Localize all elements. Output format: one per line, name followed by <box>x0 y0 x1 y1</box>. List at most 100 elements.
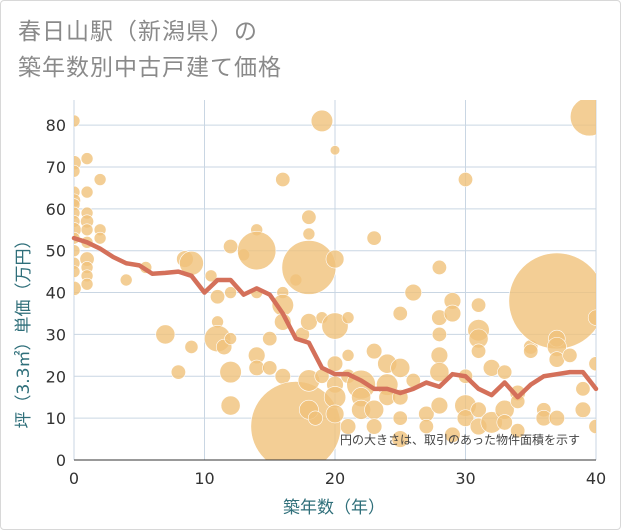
bubble-point-142 <box>588 419 596 435</box>
bubble-point-18 <box>80 223 94 237</box>
bubble-point-51 <box>262 360 278 376</box>
x-axis-label: 築年数（年） <box>283 498 385 518</box>
bubble-point-99 <box>418 419 434 435</box>
bubble-point-112 <box>456 409 475 427</box>
bubble-series <box>74 100 596 460</box>
y-tick-label-0: 0 <box>56 451 66 470</box>
bubble-point-49 <box>248 359 265 377</box>
bubble-point-108 <box>444 426 461 443</box>
bubble-point-70 <box>329 145 341 156</box>
bubble-point-80 <box>339 418 357 435</box>
bubble-point-63 <box>300 313 318 331</box>
bubble-point-138 <box>574 401 592 418</box>
bubble-point-91 <box>392 305 408 321</box>
bubble-point-128 <box>523 343 539 359</box>
bubble-point-96 <box>404 283 422 302</box>
y-tick-label-30: 30 <box>46 325 66 344</box>
x-tick-label-0: 0 <box>69 469 79 488</box>
bubble-point-15 <box>80 185 94 199</box>
bubble-point-29 <box>155 324 176 345</box>
bubble-point-102 <box>431 326 447 342</box>
bubble-point-136 <box>562 347 578 363</box>
y-axis-label: 坪（3.3㎡）単価（万円） <box>14 231 34 428</box>
bubble-point-52 <box>275 172 291 188</box>
bubble-point-56 <box>274 368 291 385</box>
bubble-point-66 <box>307 410 323 426</box>
bubble-point-85 <box>366 343 383 360</box>
bubble-point-116 <box>471 343 487 359</box>
bubble-point-35 <box>210 289 226 305</box>
bubble-point-77 <box>341 311 355 324</box>
bubble-point-62 <box>281 240 337 295</box>
bubble-point-27 <box>119 273 133 287</box>
bubble-point-67 <box>310 109 334 133</box>
trend-series <box>71 235 599 400</box>
bubble-point-140 <box>587 309 596 326</box>
bubble-point-78 <box>341 349 355 362</box>
bubble-point-109 <box>457 172 473 188</box>
bubble-point-87 <box>366 418 383 435</box>
bubble-point-41 <box>224 332 237 345</box>
bubble-point-46 <box>237 231 277 271</box>
y-tick-label-10: 10 <box>46 409 66 428</box>
bubble-point-33 <box>184 340 199 354</box>
bubble-point-72 <box>321 312 349 340</box>
bubble-point-121 <box>497 364 513 380</box>
y-tick-label-50: 50 <box>46 242 66 261</box>
bubble-size-note: 円の大きさは、取引のあった物件面積を示す <box>340 432 580 447</box>
bubble-point-113 <box>471 297 487 313</box>
bubble-point-117 <box>470 401 487 418</box>
bubble-point-0 <box>74 114 81 128</box>
y-tick-label-40: 40 <box>46 284 66 303</box>
bubble-point-42 <box>219 360 242 384</box>
bubble-point-135 <box>548 410 565 427</box>
bubble-point-139 <box>569 100 596 137</box>
bubble-point-76 <box>325 404 345 424</box>
x-tick-label-20: 20 <box>325 469 345 488</box>
bubble-point-134 <box>548 351 565 368</box>
axes: 0 10 20 30 40 0 10 20 30 40 50 60 70 80 <box>46 116 607 488</box>
bubble-point-95 <box>391 430 409 448</box>
bubble-point-24 <box>93 173 107 186</box>
bubble-point-92 <box>390 358 411 378</box>
y-tick-label-60: 60 <box>46 200 66 219</box>
y-tick-label-80: 80 <box>46 116 66 135</box>
bubble-point-126 <box>510 423 526 439</box>
bubble-point-14 <box>80 152 94 165</box>
bubble-point-12 <box>74 265 81 278</box>
bubble-point-123 <box>496 414 513 431</box>
bubble-point-26 <box>93 231 107 245</box>
bubble-point-137 <box>575 381 591 397</box>
x-tick-label-40: 40 <box>586 469 606 488</box>
chart-title: 春日山駅（新潟県）の 築年数別中古戸建て価格 <box>18 14 282 86</box>
bubble-point-84 <box>366 230 382 246</box>
bubble-point-141 <box>588 356 596 372</box>
bubble-point-43 <box>220 395 241 416</box>
y-tick-label-70: 70 <box>46 158 66 177</box>
trend-line <box>71 235 599 400</box>
y-tick-label-20: 20 <box>46 367 66 386</box>
bubble-point-39 <box>223 239 239 255</box>
bubble-point-60 <box>301 209 317 225</box>
chart-title-line2: 築年数別中古戸建て価格 <box>18 55 282 81</box>
bubble-point-30 <box>170 364 186 380</box>
bubble-point-107 <box>443 304 462 323</box>
bubble-point-100 <box>431 259 447 275</box>
bubble-point-73 <box>326 355 344 372</box>
bubble-point-61 <box>302 227 316 241</box>
x-tick-label-30: 30 <box>455 469 475 488</box>
bubble-point-104 <box>429 362 450 382</box>
bubble-point-40 <box>224 286 237 299</box>
bubble-point-103 <box>430 346 449 365</box>
bubble-point-71 <box>325 249 345 269</box>
bubble-point-94 <box>392 410 408 426</box>
bubble-point-10 <box>74 244 81 257</box>
bubble-point-23 <box>80 277 94 291</box>
bubble-point-50 <box>262 331 278 347</box>
bubble-point-105 <box>430 396 449 415</box>
bubble-point-34 <box>204 269 218 283</box>
bubble-point-2 <box>74 164 81 178</box>
chart-title-line1: 春日山駅（新潟県）の <box>18 19 258 45</box>
x-tick-label-10: 10 <box>194 469 214 488</box>
